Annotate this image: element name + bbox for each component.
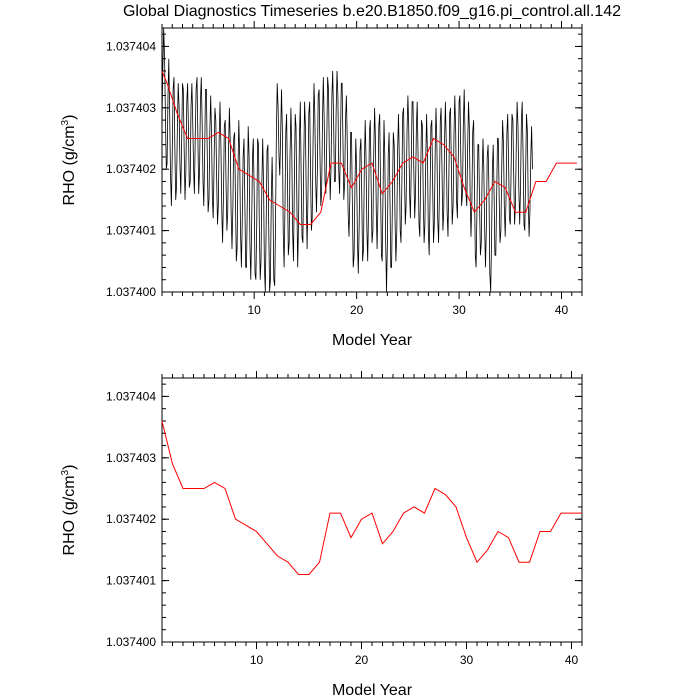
x-axis-title-bottom: Model Year (332, 682, 413, 699)
x-tick-label: 20 (355, 653, 369, 667)
x-axis-title-top: Model Year (332, 332, 413, 349)
x-tick-label: 20 (350, 303, 364, 317)
timeseries-panel-top: 1.037400 1.037401 1.037402 1.037403 1.037404… (60, 21, 583, 349)
x-tick-label: 10 (250, 653, 264, 667)
plot-frame-bottom (161, 377, 583, 643)
y-axis-title-bottom: RHO (g/cm3) (60, 465, 78, 556)
series-lines-bottom (161, 420, 582, 575)
y-tick-label: 1.037404 (106, 389, 156, 403)
monthly-series-line (161, 27, 533, 293)
y-axis-title-close: ) (61, 115, 78, 120)
x-tick-label: 30 (460, 653, 474, 667)
y-tick-label: 1.037403 (106, 451, 156, 465)
timeseries-panel-bottom: 1.037400 1.037401 1.037402 1.037403 1.037404… (60, 371, 583, 699)
y-tick-label: 1.037402 (106, 512, 156, 526)
y-tick-label: 1.037401 (106, 224, 156, 238)
series-lines-top (161, 27, 577, 293)
y-tick-label: 1.037400 (106, 285, 156, 299)
y-tick-label: 1.037404 (106, 39, 156, 53)
x-axis-top: 10 20 30 40 (161, 21, 583, 317)
y-axis-title-top: RHO (g/cm3) (60, 115, 78, 206)
x-tick-label: 40 (555, 303, 569, 317)
y-axis-top: 1.037400 1.037401 1.037402 1.037403 1.037404 (106, 33, 582, 299)
y-axis-title-superscript: 3 (60, 469, 71, 475)
x-tick-label: 10 (248, 303, 262, 317)
y-tick-label: 1.037403 (106, 101, 156, 115)
y-axis-bottom: 1.037400 1.037401 1.037402 1.037403 1.037404 (106, 383, 582, 649)
y-axis-title-close: ) (61, 465, 78, 470)
y-tick-label: 1.037402 (106, 162, 156, 176)
y-tick-label: 1.037401 (106, 574, 156, 588)
y-axis-title-superscript: 3 (60, 119, 71, 125)
x-tick-label: 40 (565, 653, 579, 667)
x-tick-label: 30 (452, 303, 466, 317)
annual-mean-series-line (161, 420, 582, 575)
plot-frame-top (161, 27, 583, 293)
y-tick-label: 1.037400 (106, 635, 156, 649)
x-axis-bottom: 10 20 30 40 (161, 371, 583, 667)
chart-title: Global Diagnostics Timeseries b.e20.B185… (123, 3, 621, 20)
annual-mean-series-line (161, 70, 577, 225)
